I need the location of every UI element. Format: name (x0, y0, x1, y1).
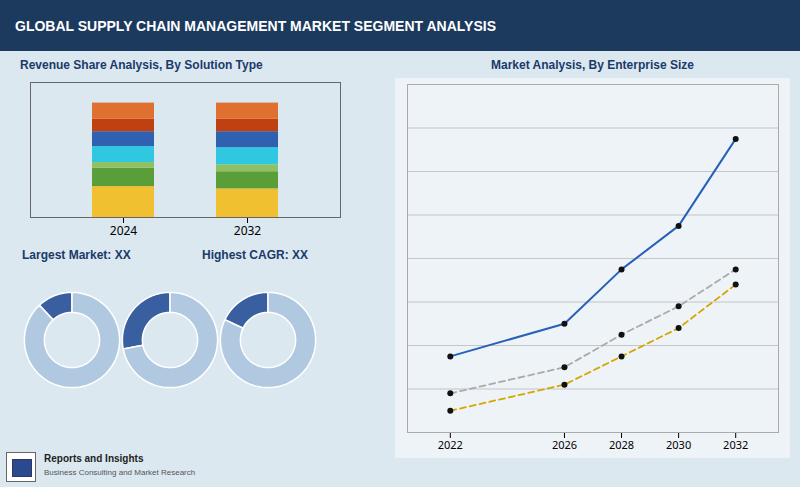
svg-text:2024: 2024 (110, 222, 138, 239)
svg-text:2032: 2032 (723, 437, 748, 452)
html-text:Highest CAGR: XX: Highest CAGR: XX (202, 248, 308, 262)
svg-text:2028: 2028 (609, 437, 634, 452)
html-text:Largest Market: XX: Largest Market: XX (22, 248, 131, 262)
html-text:Revenue Share Analysis, By Sol: Revenue Share Analysis, By Solution Type (20, 58, 263, 72)
html-text:Business Consulting and Market: Business Consulting and Market Research (44, 468, 196, 477)
svg-text:2022: 2022 (438, 437, 463, 452)
svg-text:2026: 2026 (552, 437, 577, 452)
svg-text:2030: 2030 (666, 437, 691, 452)
html-text:Reports and Insights: Reports and Insights (44, 453, 144, 464)
svg-text:2032: 2032 (234, 222, 262, 239)
html-text:GLOBAL SUPPLY CHAIN MANAGEMENT: GLOBAL SUPPLY CHAIN MANAGEMENT MARKET SE… (15, 17, 496, 34)
html-text:Market Analysis, By Enterprise: Market Analysis, By Enterprise Size (491, 58, 694, 72)
